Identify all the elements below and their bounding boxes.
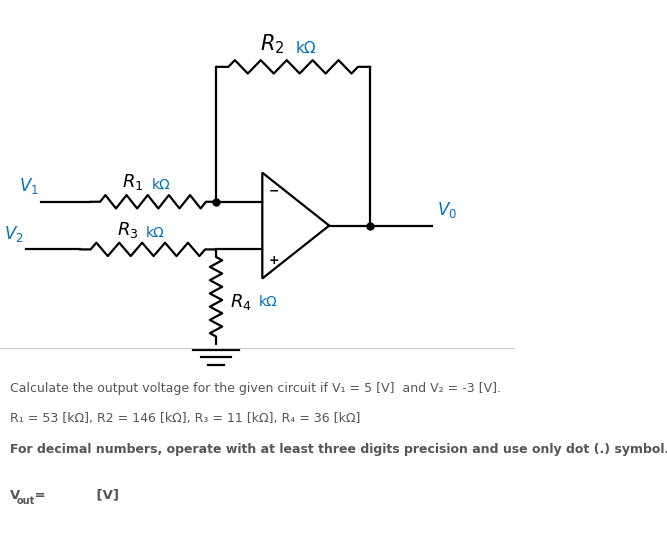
- Text: kΩ: kΩ: [146, 226, 165, 240]
- Text: $V_2$: $V_2$: [3, 224, 23, 244]
- Text: V: V: [10, 489, 21, 502]
- Text: =           [V]: = [V]: [30, 489, 119, 502]
- Text: $R_3$: $R_3$: [117, 220, 138, 240]
- Text: $V_0$: $V_0$: [437, 200, 457, 220]
- Text: +: +: [269, 254, 279, 267]
- Text: kΩ: kΩ: [151, 178, 170, 192]
- Text: For decimal numbers, operate with at least three digits precision and use only d: For decimal numbers, operate with at lea…: [10, 443, 667, 456]
- Text: $R_1$: $R_1$: [122, 172, 143, 192]
- Text: $R_4$: $R_4$: [230, 292, 252, 312]
- Text: $V_1$: $V_1$: [19, 176, 39, 196]
- Text: −: −: [269, 184, 279, 197]
- Text: $R_2$: $R_2$: [260, 32, 285, 56]
- Text: kΩ: kΩ: [259, 295, 277, 309]
- Text: R₁ = 53 [kΩ], R2 = 146 [kΩ], R₃ = 11 [kΩ], R₄ = 36 [kΩ]: R₁ = 53 [kΩ], R2 = 146 [kΩ], R₃ = 11 [kΩ…: [10, 412, 361, 425]
- Text: out: out: [17, 496, 35, 506]
- Text: Calculate the output voltage for the given circuit if V₁ = 5 [V]  and V₂ = -3 [V: Calculate the output voltage for the giv…: [10, 382, 502, 394]
- Text: kΩ: kΩ: [295, 41, 316, 56]
